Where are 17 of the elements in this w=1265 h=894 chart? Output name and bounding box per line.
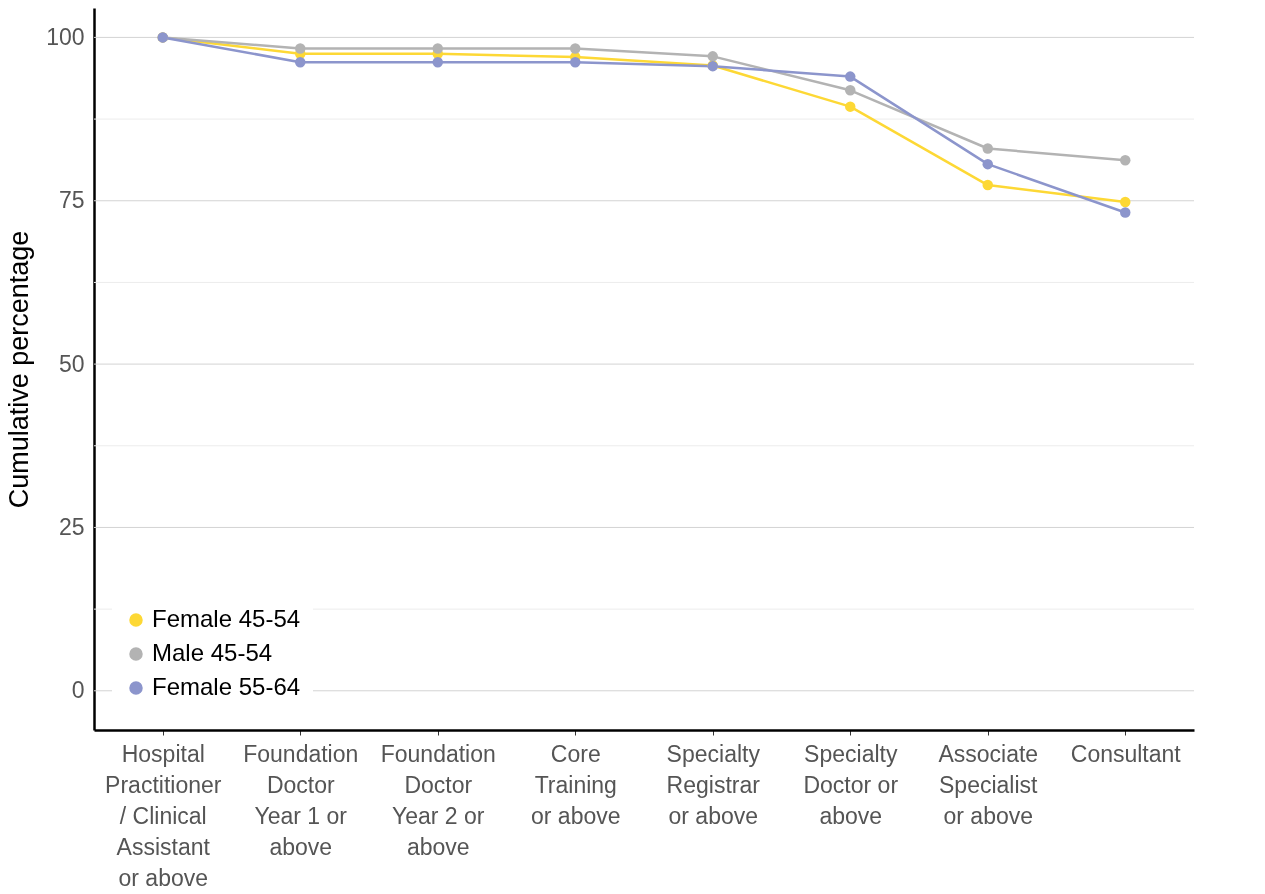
x-tick-label: Foundation Doctor Year 2 or above <box>380 740 496 860</box>
x-tick-label: Associate Specialist or above <box>938 740 1039 829</box>
x-tick-label: Hospital Practitioner / Clinical Assistant or above <box>105 740 222 891</box>
x-tick-label: Consultant <box>1070 740 1182 767</box>
legend-label: Female 55-64 <box>152 673 301 700</box>
legend-label: Male 45-54 <box>152 639 273 666</box>
x-tick-label: Specialty Doctor or above <box>803 740 899 829</box>
y-tick-label: 100 <box>46 23 85 50</box>
legend-label: Female 45-54 <box>152 605 301 632</box>
y-tick-label: 50 <box>58 350 85 377</box>
y-axis-title: Cumulative percentage <box>4 230 35 509</box>
y-tick-label: 25 <box>58 513 85 540</box>
y-tick-label: 0 <box>71 677 85 704</box>
y-tick-label: 75 <box>58 187 85 214</box>
x-tick-label: Core Training or above <box>530 740 621 829</box>
x-tick-label: Foundation Doctor Year 1 or above <box>243 740 359 860</box>
x-tick-label: Specialty Registrar or above <box>666 740 761 829</box>
